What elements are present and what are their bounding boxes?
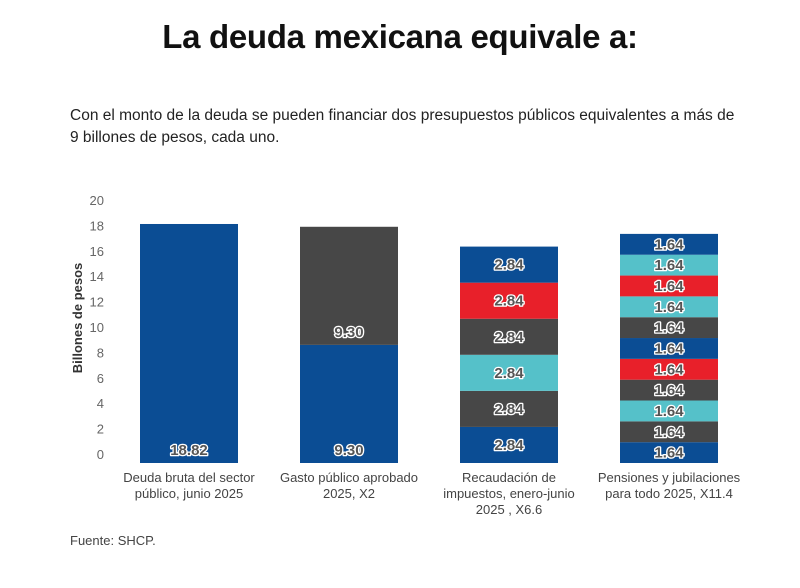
bars: 18.82 9.30 9.30 2.84 2.84 2.84 2.84 2.84 2.84 1.6… (140, 223, 718, 463)
segment-value-label: 9.30 (334, 324, 363, 341)
y-tick-label: 6 (97, 371, 104, 386)
source-note: Fuente: SHCP. (70, 533, 156, 548)
segment-value-label: 1.64 (654, 299, 684, 316)
segment-value-label: 9.30 (334, 442, 363, 459)
y-axis: 0 2 4 6 8 10 12 14 16 18 20 (90, 193, 104, 462)
category-label: público, junio 2025 (135, 486, 243, 501)
bar-segment (620, 317, 718, 339)
bar-stack: 18.82 (140, 223, 238, 463)
bar-segment (620, 421, 718, 443)
bar-segment (460, 354, 558, 391)
category-label: Pensiones y jubilaciones (598, 470, 741, 485)
category-label: Gasto público aprobado (280, 470, 418, 485)
category-label: 2025 , X6.6 (476, 502, 543, 517)
bar-segment (620, 358, 718, 380)
bar-segment (460, 282, 558, 319)
bar-segment (620, 296, 718, 318)
chart-subtitle: Con el monto de la deuda se pueden finan… (70, 107, 735, 146)
y-tick-label: 8 (97, 345, 104, 360)
category-label: 2025, X2 (323, 486, 375, 501)
bar-segment (620, 379, 718, 401)
segment-value-label: 2.84 (494, 437, 524, 454)
bar-segment (620, 233, 718, 255)
bar-segment (300, 226, 398, 345)
bar-stack: 9.30 9.30 (300, 226, 398, 463)
bar-segment (460, 390, 558, 427)
y-tick-label: 18 (90, 218, 104, 233)
segment-value-label: 2.84 (494, 257, 524, 274)
bar-stack: 1.64 1.64 1.64 1.64 1.64 1.64 1.64 1.64 1.64 1.64… (620, 233, 718, 463)
bar-segment (620, 400, 718, 422)
category-label: para todo 2025, X11.4 (605, 486, 733, 501)
bar-segment (140, 223, 238, 463)
segment-value-label: 1.64 (654, 361, 684, 378)
bar-segment (620, 338, 718, 359)
segment-value-label: 1.64 (654, 320, 684, 337)
segment-value-label: 1.64 (654, 424, 684, 441)
bar-segment (460, 318, 558, 355)
segment-value-label: 1.64 (654, 236, 684, 253)
bar-segment (460, 246, 558, 283)
segment-value-label: 1.64 (654, 382, 684, 399)
bar-segment (300, 344, 398, 463)
bar-stack: 2.84 2.84 2.84 2.84 2.84 2.84 (460, 246, 558, 463)
bar-segment (620, 254, 718, 276)
category-label: impuestos, enero-junio (443, 486, 575, 501)
segment-value-label: 1.64 (654, 257, 684, 274)
chart-title: La deuda mexicana equivale a: (162, 18, 638, 55)
segment-value-label: 1.64 (654, 340, 684, 357)
segment-value-label: 2.84 (494, 401, 524, 418)
category-label: Recaudación de (462, 470, 556, 485)
y-tick-label: 2 (97, 422, 104, 437)
y-axis-label: Billones de pesos (70, 263, 85, 374)
category-label: Deuda bruta del sector (123, 470, 255, 485)
segment-value-label: 2.84 (494, 365, 524, 382)
segment-value-label: 1.64 (654, 445, 684, 462)
segment-value-label: 2.84 (494, 293, 524, 310)
segment-value-label: 2.84 (494, 329, 524, 346)
y-tick-label: 4 (97, 396, 104, 411)
bar-segment (620, 442, 718, 463)
segment-value-label: 1.64 (654, 278, 684, 295)
bar-segment (620, 275, 718, 297)
segment-value-label: 18.82 (170, 442, 208, 459)
y-tick-label: 12 (90, 295, 104, 310)
bar-segment (460, 426, 558, 463)
y-tick-label: 16 (90, 244, 104, 259)
y-tick-label: 20 (90, 193, 104, 208)
y-tick-label: 14 (90, 269, 104, 284)
segment-value-label: 1.64 (654, 403, 684, 420)
y-tick-label: 10 (90, 320, 104, 335)
y-tick-label: 0 (97, 447, 104, 462)
